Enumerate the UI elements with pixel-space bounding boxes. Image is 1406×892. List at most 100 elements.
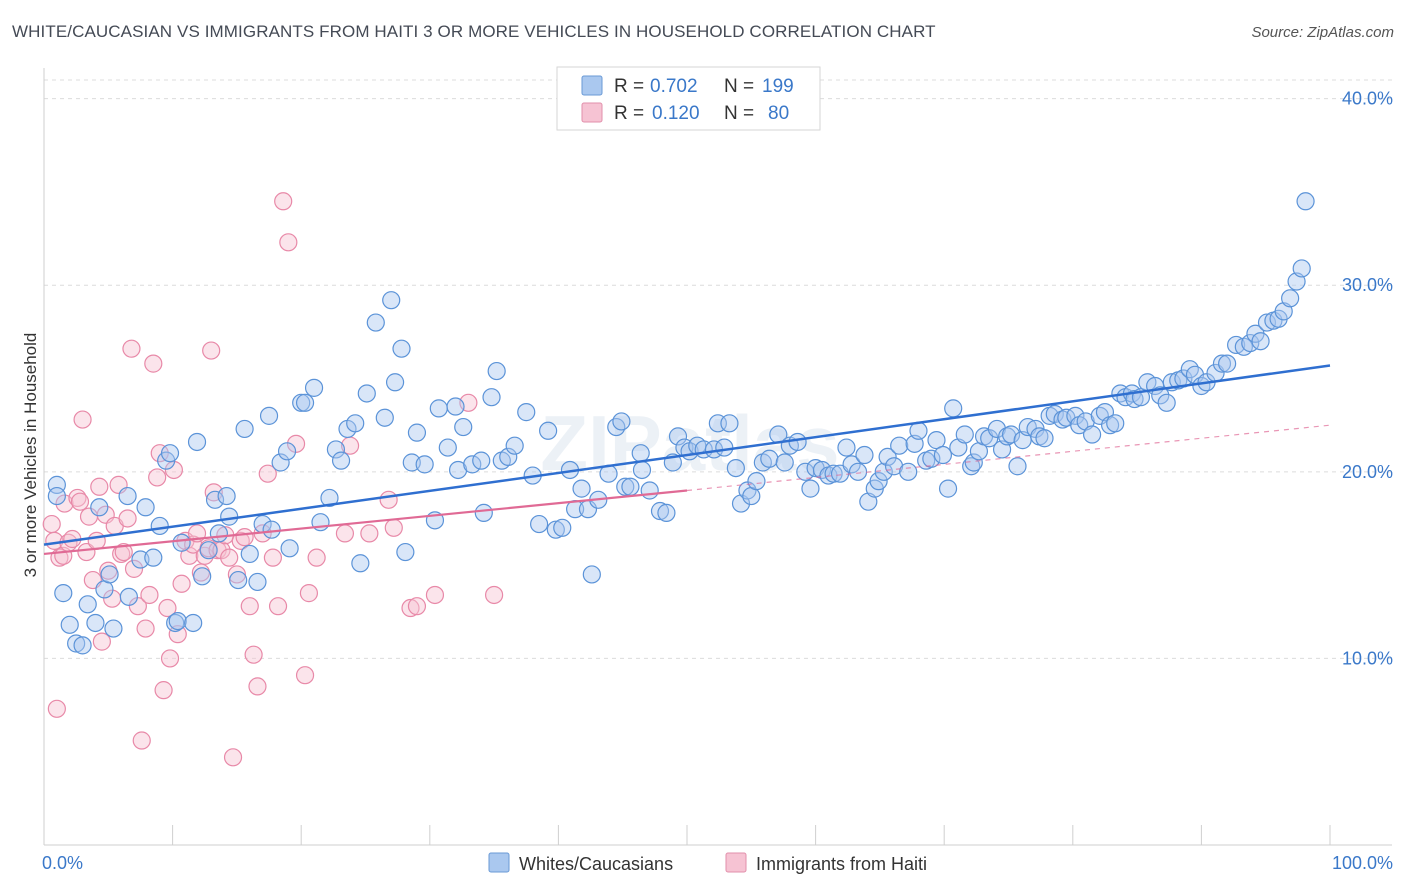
whites-point — [446, 397, 465, 416]
haiti-point — [118, 509, 137, 528]
whites-point — [775, 453, 794, 472]
whites-point — [801, 479, 820, 498]
haiti-point — [227, 565, 246, 584]
haiti-point — [114, 542, 133, 562]
haiti-point — [154, 681, 173, 700]
haiti-point — [485, 585, 504, 605]
y-tick-label: 20.0% — [1342, 462, 1393, 482]
whites-point — [1066, 406, 1085, 425]
whites-point — [760, 449, 779, 468]
series-legend-label-whites: Whites/Caucasians — [519, 854, 673, 874]
whites-point — [438, 438, 457, 457]
whites-point — [136, 498, 155, 517]
whites-point — [90, 498, 109, 517]
whites-point — [320, 488, 339, 508]
haiti-point — [164, 460, 183, 480]
whites-point — [351, 554, 370, 573]
source-label: Source: ZipAtlas.com — [1251, 24, 1394, 41]
y-tick-label: 40.0% — [1342, 89, 1393, 109]
haiti-point — [223, 748, 243, 767]
haiti-point — [268, 597, 288, 616]
haiti-point — [136, 619, 155, 638]
whites-point — [1180, 360, 1199, 379]
haiti-point — [122, 339, 141, 358]
whites-point — [890, 436, 909, 455]
whites-point — [837, 438, 856, 457]
whites-point — [938, 479, 958, 498]
haiti-point — [160, 649, 180, 668]
haiti-point — [248, 677, 267, 696]
haiti-point — [274, 192, 293, 211]
haiti-point — [401, 598, 420, 618]
haiti-point — [425, 585, 445, 605]
series-legend: Whites/Caucasians Immigrants from Haiti — [488, 852, 927, 874]
whites-point — [86, 613, 105, 633]
haiti-point — [258, 464, 277, 483]
haiti-point — [132, 731, 151, 750]
whites-point — [144, 548, 163, 567]
whites-point — [632, 460, 652, 480]
whites-point — [166, 613, 185, 633]
haiti-point — [244, 645, 263, 664]
whites-point — [346, 414, 365, 433]
whites-point — [382, 291, 401, 310]
haiti-point — [124, 559, 144, 578]
whites-point — [842, 455, 861, 474]
legend-r-label-2: R = — [614, 103, 644, 124]
axes — [43, 68, 1392, 846]
whites-point — [150, 516, 169, 536]
whites-point — [1218, 354, 1237, 373]
whites-point — [980, 429, 999, 448]
whites-point — [1035, 429, 1054, 448]
whites-point — [1008, 457, 1027, 476]
whites-point — [824, 464, 843, 483]
series-legend-swatch-haiti — [725, 852, 747, 873]
whites-point — [1001, 425, 1021, 444]
whites-point — [848, 462, 868, 481]
whites-point — [1257, 313, 1277, 332]
whites-point — [271, 453, 290, 472]
series-legend-label-haiti: Immigrants from Haiti — [756, 854, 927, 874]
whites-point — [1157, 393, 1176, 412]
whites-point — [118, 486, 137, 506]
whites-point — [193, 567, 212, 586]
legend-r-value-1: 0.702 — [650, 76, 698, 97]
whites-point — [168, 611, 187, 631]
whites-point — [73, 636, 92, 655]
whites-point — [199, 541, 218, 560]
whites-point — [964, 453, 983, 472]
whites-point — [530, 514, 549, 534]
whites-point — [326, 440, 346, 459]
whites-point — [1151, 386, 1170, 405]
whites-point — [539, 421, 558, 440]
whites-point — [366, 313, 385, 332]
trend-lines — [43, 364, 1331, 556]
haiti-point — [144, 354, 163, 373]
haiti-point — [202, 341, 221, 360]
whites-point — [248, 572, 267, 592]
whites-point — [487, 361, 506, 381]
whites-point — [878, 447, 897, 467]
haiti-point — [47, 699, 66, 718]
whites-point — [229, 570, 248, 590]
whites-point — [869, 472, 888, 491]
whites-point — [505, 436, 524, 455]
haiti-point — [77, 542, 96, 562]
whites-point — [874, 462, 893, 481]
haiti-point — [158, 598, 177, 618]
haiti-point — [172, 574, 191, 593]
haiti-point — [168, 625, 187, 644]
haiti-point — [379, 490, 398, 509]
whites-point — [715, 438, 734, 457]
legend-r-value-2: 0.120 — [652, 103, 700, 124]
whites-point — [407, 423, 427, 442]
whites-point — [396, 542, 415, 562]
legend-r-label-1: R = — [614, 76, 644, 97]
whites-point — [217, 486, 236, 506]
haiti-point — [92, 632, 111, 651]
whites-point — [1106, 414, 1125, 433]
haiti-point — [279, 233, 298, 252]
whites-point — [331, 451, 351, 470]
haiti-trend-extension — [686, 424, 1331, 492]
whites-point — [295, 393, 315, 412]
